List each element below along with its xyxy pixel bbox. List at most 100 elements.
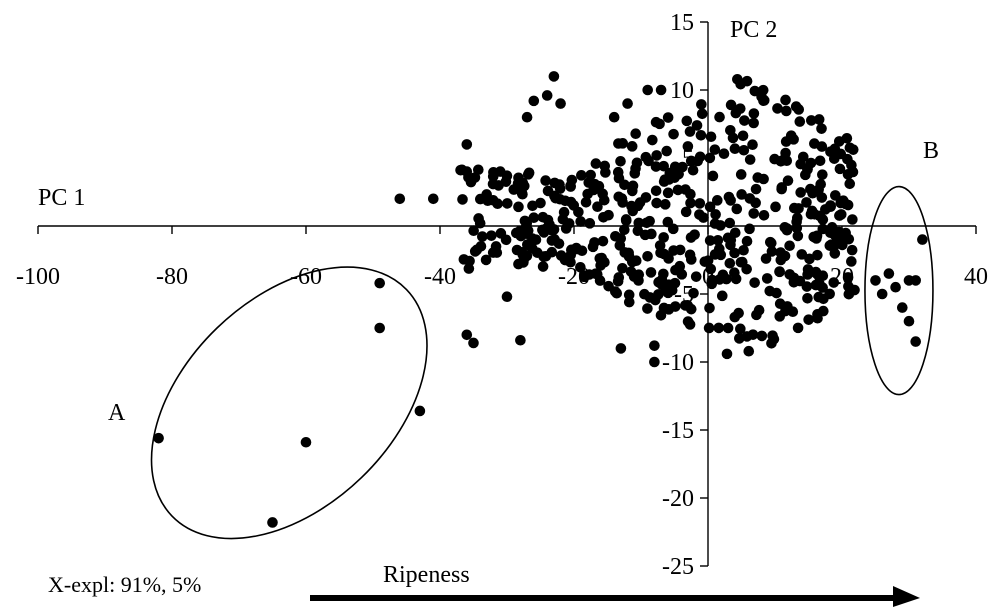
data-point bbox=[795, 187, 806, 198]
data-point bbox=[612, 166, 624, 178]
y-axis-title: PC 2 bbox=[730, 17, 777, 43]
data-point bbox=[737, 130, 749, 142]
data-point bbox=[662, 112, 674, 123]
data-point bbox=[599, 160, 611, 172]
data-point bbox=[668, 128, 679, 140]
group-b-point bbox=[910, 275, 921, 286]
data-point bbox=[513, 201, 524, 213]
data-point bbox=[781, 105, 792, 117]
data-point bbox=[642, 250, 653, 262]
data-point bbox=[654, 240, 666, 251]
data-point bbox=[735, 169, 747, 180]
data-point bbox=[680, 206, 692, 218]
data-point bbox=[662, 187, 674, 199]
data-point bbox=[734, 333, 745, 344]
data-point bbox=[781, 223, 793, 234]
data-point bbox=[517, 177, 529, 189]
data-point bbox=[791, 222, 803, 234]
y-ticks: -25-20-15-10-551015 bbox=[662, 10, 708, 580]
data-point bbox=[749, 277, 760, 288]
data-point bbox=[825, 200, 836, 211]
data-point bbox=[787, 306, 799, 318]
data-point bbox=[537, 211, 549, 223]
data-point bbox=[842, 153, 853, 165]
data-point bbox=[731, 203, 743, 215]
data-point bbox=[615, 155, 626, 167]
data-point bbox=[733, 307, 744, 319]
x-tick-label: -80 bbox=[156, 264, 188, 290]
x-tick-label: 40 bbox=[964, 264, 988, 290]
data-point bbox=[631, 157, 643, 169]
data-point bbox=[620, 215, 632, 226]
data-point bbox=[587, 241, 599, 253]
data-point bbox=[748, 208, 760, 219]
data-point bbox=[707, 170, 719, 182]
group-b-point bbox=[890, 281, 901, 293]
data-point bbox=[687, 164, 699, 176]
data-point bbox=[644, 215, 655, 227]
data-point bbox=[617, 262, 628, 274]
data-point bbox=[817, 282, 828, 293]
data-point bbox=[663, 279, 675, 291]
data-point bbox=[528, 95, 540, 107]
data-point bbox=[692, 155, 704, 167]
data-point bbox=[760, 253, 772, 264]
data-point bbox=[658, 248, 670, 260]
data-point bbox=[673, 168, 684, 180]
data-point bbox=[734, 103, 746, 114]
data-point bbox=[694, 198, 706, 209]
data-point bbox=[676, 269, 688, 280]
x-tick-label: -100 bbox=[16, 264, 60, 290]
data-point bbox=[741, 235, 753, 247]
data-point bbox=[501, 198, 513, 209]
group-b-point bbox=[870, 275, 881, 286]
data-point bbox=[608, 111, 620, 123]
group-b-label: B bbox=[923, 138, 939, 164]
data-point bbox=[549, 234, 560, 245]
group-b-point bbox=[897, 302, 908, 313]
data-point bbox=[761, 273, 773, 284]
group-a-point bbox=[300, 436, 312, 448]
data-point bbox=[670, 301, 681, 312]
data-point bbox=[511, 244, 523, 256]
data-point bbox=[584, 218, 596, 229]
data-point bbox=[680, 184, 691, 195]
data-point bbox=[774, 298, 786, 309]
data-point bbox=[842, 272, 854, 283]
data-point bbox=[825, 239, 837, 250]
data-point bbox=[626, 200, 637, 212]
data-point bbox=[712, 235, 724, 246]
group-b-ellipse bbox=[864, 185, 934, 396]
data-point bbox=[468, 337, 479, 349]
data-point bbox=[741, 75, 753, 87]
data-point bbox=[649, 340, 660, 351]
data-point bbox=[792, 322, 804, 334]
group-b-point bbox=[883, 268, 895, 279]
data-point bbox=[782, 175, 794, 186]
data-point bbox=[580, 197, 592, 208]
data-point bbox=[844, 178, 856, 190]
data-point bbox=[801, 197, 812, 208]
data-point bbox=[655, 310, 667, 321]
data-point bbox=[682, 141, 694, 152]
data-point bbox=[639, 288, 650, 300]
data-point bbox=[538, 227, 550, 238]
data-point bbox=[560, 223, 572, 234]
data-point bbox=[626, 141, 638, 152]
data-point bbox=[565, 256, 576, 268]
data-point bbox=[514, 225, 526, 237]
data-point bbox=[706, 274, 718, 286]
data-point bbox=[776, 182, 788, 193]
data-point bbox=[771, 287, 782, 299]
data-point bbox=[817, 214, 829, 225]
data-point bbox=[646, 228, 657, 240]
data-point bbox=[749, 85, 761, 97]
data-point bbox=[846, 244, 858, 256]
data-point bbox=[758, 209, 770, 221]
data-point bbox=[655, 84, 667, 96]
data-point bbox=[598, 194, 610, 206]
data-point bbox=[500, 234, 512, 246]
data-point bbox=[780, 147, 791, 159]
group-a-label: A bbox=[108, 400, 126, 426]
data-point bbox=[696, 108, 708, 120]
